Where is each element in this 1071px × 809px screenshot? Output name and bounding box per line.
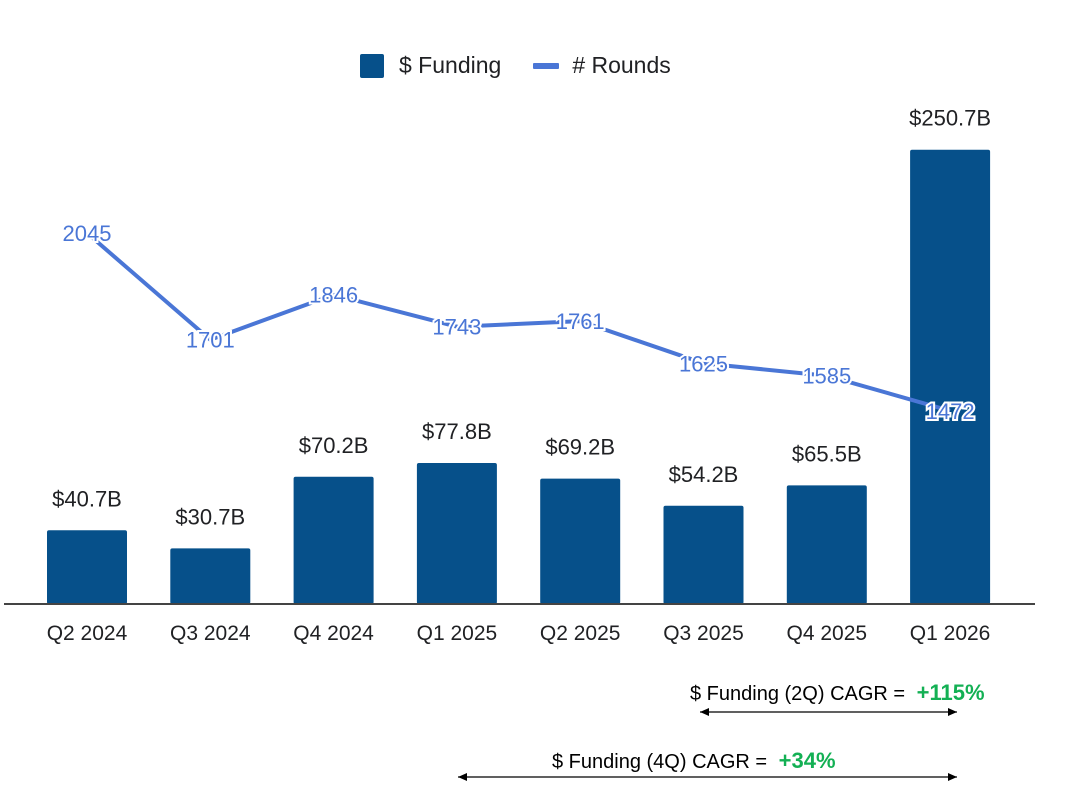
- funding-bar: [910, 149, 991, 604]
- x-tick-label: Q3 2025: [663, 622, 744, 645]
- x-tick-label: Q2 2025: [540, 622, 621, 645]
- rounds-point-label: 1585: [802, 364, 851, 389]
- cagr-arrows: [458, 708, 957, 781]
- funding-bar-label: $65.5B: [792, 441, 862, 466]
- x-tick-label: Q2 2024: [47, 622, 128, 645]
- cagr-2q-arrow: [700, 708, 957, 716]
- funding-bar-label: $69.2B: [545, 435, 615, 460]
- cagr-2q-arrow-head-right: [948, 708, 957, 716]
- funding-bar-labels: $40.7B $30.7B $70.2B $77.8B $69.2B $54.2B $65.…: [52, 106, 991, 530]
- funding-bar-label: $77.8B: [422, 419, 492, 444]
- chart-legend: $ Funding # Rounds: [360, 52, 671, 79]
- x-tick-label: Q3 2024: [170, 622, 251, 645]
- x-axis-tick-labels: Q2 2024 Q3 2024 Q4 2024 Q1 2025 Q2 2025 Q3 20…: [47, 622, 991, 645]
- funding-bar-label: $70.2B: [299, 433, 369, 458]
- rounds-line-layer: 2045 1701 1846 1743 1761 1625 1585 1472: [61, 219, 977, 426]
- rounds-point-label: 1761: [556, 309, 605, 334]
- cagr-2q-arrow-head-left: [700, 708, 709, 716]
- x-tick-label: Q1 2026: [910, 622, 991, 645]
- funding-bar: [416, 463, 497, 604]
- legend-rounds-swatch: [533, 62, 560, 69]
- x-tick-label: Q4 2024: [293, 622, 374, 645]
- rounds-point-label: 2045: [63, 221, 112, 246]
- funding-bars: [47, 149, 991, 604]
- cagr-4q-arrow-head-left: [458, 773, 467, 781]
- rounds-point-label: 1846: [309, 283, 358, 308]
- funding-bar-label: $54.2B: [669, 462, 739, 487]
- cagr-4q-label: $ Funding (4Q) CAGR =: [552, 751, 768, 773]
- x-tick-label: Q1 2025: [417, 622, 498, 645]
- funding-bar-label: $250.7B: [909, 106, 991, 131]
- funding-bar: [786, 485, 867, 604]
- cagr-2q-label: $ Funding (2Q) CAGR =: [690, 683, 906, 705]
- cagr-4q-annotation: $ Funding (4Q) CAGR = +34%: [552, 748, 836, 774]
- rounds-point-label: 1472: [926, 399, 975, 424]
- legend-funding-label: $ Funding: [399, 52, 502, 78]
- rounds-point-label: 1625: [679, 351, 728, 376]
- rounds-point-label: 1701: [186, 328, 235, 353]
- funding-bar: [170, 548, 251, 604]
- cagr-2q-annotation: $ Funding (2Q) CAGR = +115%: [690, 680, 985, 706]
- funding-bar-label: $40.7B: [52, 486, 122, 511]
- funding-bar: [293, 476, 374, 604]
- funding-bar: [540, 478, 621, 604]
- funding-bar: [663, 505, 744, 604]
- legend-funding-swatch: [360, 53, 384, 78]
- rounds-point-label: 1743: [432, 315, 481, 340]
- cagr-4q-arrow: [458, 773, 957, 781]
- funding-bar: [47, 530, 127, 604]
- legend-rounds-label: # Rounds: [572, 52, 671, 78]
- x-tick-label: Q4 2025: [787, 622, 868, 645]
- cagr-4q-arrow-head-right: [948, 773, 957, 781]
- cagr-4q-value: +34%: [778, 748, 836, 773]
- cagr-2q-value: +115%: [916, 680, 985, 705]
- funding-bar-label: $30.7B: [175, 504, 245, 529]
- rounds-line: [85, 231, 951, 413]
